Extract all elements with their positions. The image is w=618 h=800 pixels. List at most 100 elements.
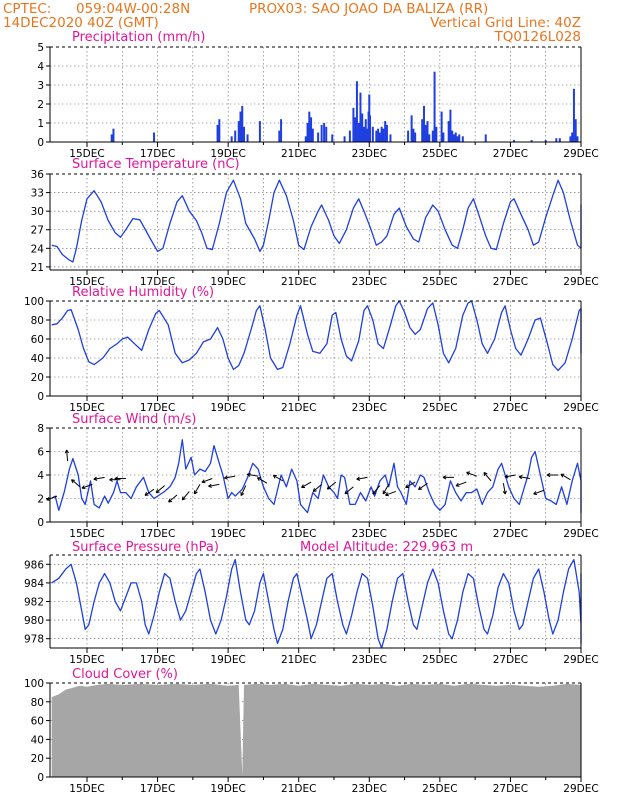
xtick-label-rh-6: 27DEC <box>493 402 528 414</box>
ytick-label-temp-2: 27 <box>31 225 44 237</box>
xtick-label-temp-4: 23DEC <box>352 276 387 288</box>
wind-arrow-27 <box>405 481 416 489</box>
precip-bar-42 <box>378 132 381 142</box>
precip-bar-29 <box>355 81 358 142</box>
xtick-label-wind-3: 21DEC <box>281 528 316 540</box>
precip-bar-28 <box>354 117 357 142</box>
xtick-label-rh-2: 19DEC <box>210 402 245 414</box>
xtick-label-pres-0: 15DEC <box>69 654 104 666</box>
ytick-label-temp-1: 24 <box>31 243 45 255</box>
wind-arrow-36 <box>533 489 545 496</box>
precip-bar-11 <box>246 134 249 142</box>
panel-title-pres: Surface Pressure (hPa) <box>72 540 219 555</box>
xtick-label-precip-2: 19DEC <box>210 148 245 160</box>
panel-title-wind: Surface Wind (m/s) <box>72 412 196 427</box>
ytick-label-cloud-4: 80 <box>31 697 44 709</box>
panel-pres: Surface Pressure (hPa) Model Altitude: 22… <box>24 540 599 666</box>
ytick-label-cloud-2: 40 <box>31 734 44 746</box>
wind-arrow-17 <box>257 477 268 484</box>
panel-rh: Relative Humidity (%) 0 20 40 60 80 100 15DEC 17… <box>24 285 599 414</box>
wind-arrow-1 <box>64 449 69 461</box>
wind-arrow-11 <box>193 484 201 495</box>
precip-bar-17 <box>308 111 311 142</box>
xtick-label-temp-1: 17DEC <box>140 276 175 288</box>
wind-arrow-33 <box>502 483 507 495</box>
precip-bar-39 <box>371 126 374 142</box>
precip-bar-45 <box>384 121 387 142</box>
xtick-label-wind-7: 29DEC <box>563 528 598 540</box>
precip-bar-61 <box>442 132 445 142</box>
ytick-label-rh-0: 0 <box>37 391 44 403</box>
wind-arrow-32 <box>483 471 492 482</box>
precip-bar-2 <box>153 132 156 142</box>
wind-arrow-35 <box>518 475 530 480</box>
series-line-pres <box>51 558 582 649</box>
ytick-label-wind-1: 2 <box>37 494 44 506</box>
precip-bar-22 <box>323 123 326 142</box>
ytick-label-precip-5: 5 <box>37 42 44 54</box>
ytick-label-rh-3: 60 <box>31 334 44 346</box>
wind-arrow-10 <box>181 491 190 501</box>
ytick-label-wind-3: 6 <box>37 447 44 459</box>
precip-bar-7 <box>237 121 240 142</box>
xtick-label-cloud-0: 15DEC <box>69 783 104 795</box>
wind-arrow-23 <box>356 476 368 481</box>
ytick-label-temp-3: 30 <box>31 206 44 218</box>
wind-arrow-12 <box>201 478 213 484</box>
panel-title-temp: Surface Temperature (nC) <box>72 157 240 172</box>
header-code: TQ0126L028 <box>493 29 581 45</box>
precip-bar-35 <box>366 128 369 142</box>
xtick-label-cloud-6: 27DEC <box>493 783 528 795</box>
panel-title-precip: Precipitation (mm/h) <box>72 30 205 45</box>
precip-bar-53 <box>422 105 425 142</box>
xtick-label-pres-5: 25DEC <box>422 654 457 666</box>
panel-precip: Precipitation (mm/h) 0 1 2 3 4 5 15DEC 17DEC 19DE… <box>37 30 598 160</box>
precip-bar-80 <box>576 136 579 142</box>
wind-arrow-8 <box>155 485 165 494</box>
xtick-label-wind-5: 25DEC <box>422 528 457 540</box>
precip-bar-68 <box>458 134 461 142</box>
xtick-label-temp-7: 29DEC <box>563 276 598 288</box>
ytick-label-wind-2: 4 <box>37 470 44 482</box>
ytick-label-precip-4: 4 <box>37 61 44 73</box>
precip-bar-21 <box>320 124 323 142</box>
header-source: CPTEC: <box>3 1 51 17</box>
precip-bar-6 <box>234 130 237 142</box>
panel-title-rh: Relative Humidity (%) <box>72 285 214 300</box>
wind-arrow-37 <box>546 472 559 478</box>
xtick-label-temp-6: 27DEC <box>493 276 528 288</box>
ytick-label-temp-5: 36 <box>31 169 45 181</box>
precip-bar-56 <box>428 134 431 142</box>
precip-bar-59 <box>435 126 438 142</box>
precip-bar-46 <box>385 124 388 142</box>
xtick-label-cloud-7: 29DEC <box>563 783 598 795</box>
wind-arrow-6 <box>114 476 126 481</box>
precip-bar-60 <box>440 111 443 142</box>
precip-bar-33 <box>362 126 365 142</box>
ytick-label-pres-2: 982 <box>24 597 44 609</box>
wind-arrow-7 <box>144 488 155 496</box>
ytick-label-wind-0: 0 <box>37 517 44 529</box>
wind-arrow-4 <box>93 476 105 481</box>
panel-cloud: Cloud Cover (%) 0 20 40 60 80 100 15DEC 17DEC 19D… <box>24 667 599 795</box>
precip-bar-47 <box>389 134 392 142</box>
wind-arrow-20 <box>312 484 322 492</box>
series-line-rh <box>51 300 582 372</box>
xtick-label-cloud-1: 17DEC <box>140 783 175 795</box>
precip-bar-55 <box>426 121 429 142</box>
precip-bar-44 <box>382 128 385 142</box>
panels: Precipitation (mm/h) 0 1 2 3 4 5 15DEC 17DEC 19DE… <box>24 30 599 795</box>
precip-bar-30 <box>357 123 360 142</box>
xtick-label-temp-5: 25DEC <box>422 276 457 288</box>
xtick-label-wind-0: 15DEC <box>69 528 104 540</box>
precip-bar-51 <box>414 132 417 142</box>
xtick-label-pres-7: 29DEC <box>563 654 598 666</box>
wind-arrow-14 <box>224 475 236 480</box>
ytick-label-temp-0: 21 <box>31 262 44 274</box>
ytick-label-rh-5: 100 <box>24 296 44 308</box>
xtick-label-precip-4: 23DEC <box>352 148 387 160</box>
xtick-label-precip-5: 25DEC <box>422 148 457 160</box>
precip-bar-75 <box>558 138 561 142</box>
wind-arrow-18 <box>272 474 284 482</box>
ytick-label-wind-4: 8 <box>37 423 44 435</box>
